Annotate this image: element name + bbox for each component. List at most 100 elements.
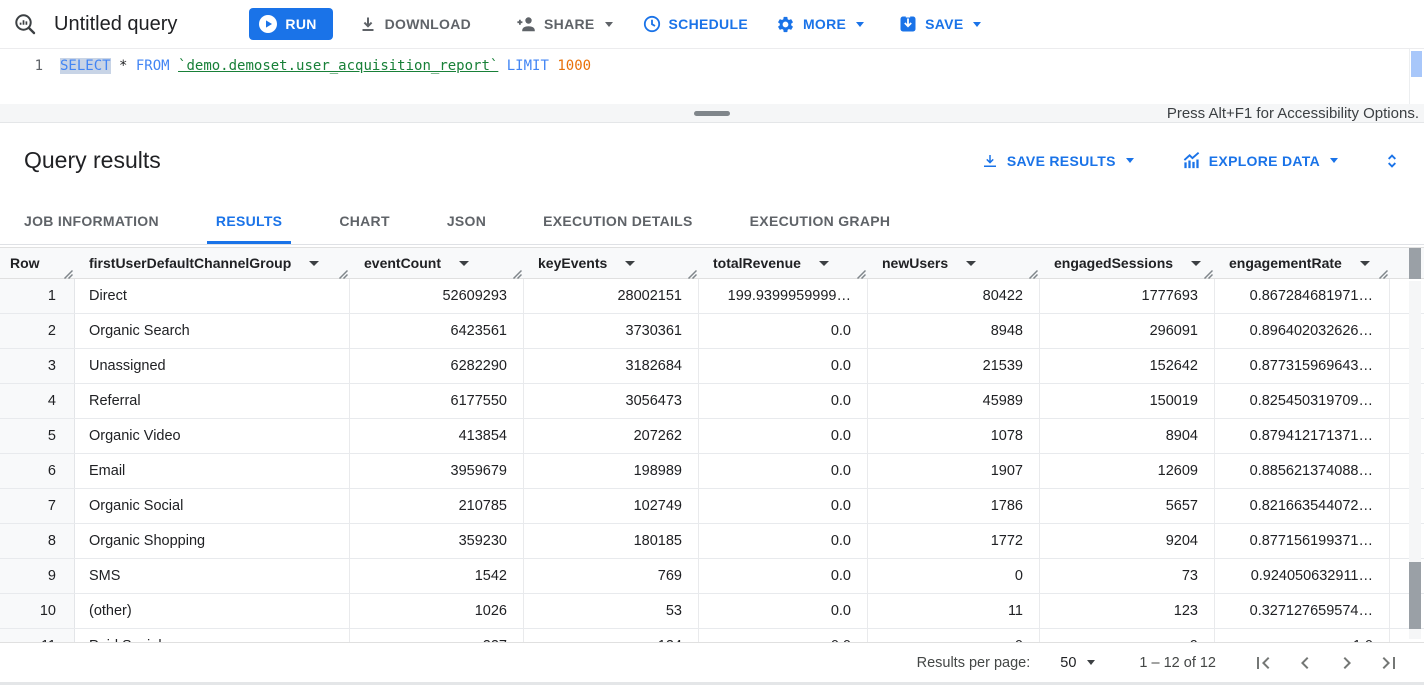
splitter-drag-handle[interactable] [694, 111, 730, 116]
table-cell: 1026 [350, 594, 524, 628]
sql-table-reference[interactable]: `demo.demoset.user_acquisition_report` [178, 58, 499, 74]
run-button-label: RUN [285, 16, 317, 32]
download-button[interactable]: DOWNLOAD [359, 15, 471, 33]
schedule-button[interactable]: SCHEDULE [643, 15, 748, 33]
column-resize-handle[interactable] [856, 266, 867, 280]
table-cell: 9204 [1040, 524, 1215, 558]
table-cell: 0.0 [699, 629, 868, 642]
table-cell: Organic Video [75, 419, 350, 453]
tab-chart[interactable]: CHART [339, 213, 390, 229]
save-button[interactable]: SAVE [899, 15, 982, 33]
table-scrollbar-track[interactable] [1409, 281, 1421, 639]
column-resize-handle[interactable] [512, 266, 523, 280]
table-cell: 1907 [868, 454, 1040, 488]
table-cell: 0.877156199371… [1215, 524, 1390, 558]
results-table: Row firstUserDefaultChannelGroup eventCoun… [0, 247, 1424, 642]
table-cell: 11 [868, 594, 1040, 628]
table-row: 7 Organic Social 210785 102749 0.0 1786 5657 0.… [0, 489, 1424, 524]
column-resize-handle[interactable] [338, 266, 349, 280]
table-cell: Organic Search [75, 314, 350, 348]
explore-data-button[interactable]: EXPLORE DATA [1182, 151, 1338, 170]
sort-caret-icon[interactable] [1359, 260, 1370, 266]
column-label: totalRevenue [713, 255, 801, 271]
table-scrollbar-thumb[interactable] [1409, 562, 1421, 629]
column-header-keyEvents[interactable]: keyEvents [524, 248, 699, 280]
sort-caret-icon[interactable] [309, 260, 320, 266]
sort-caret-icon[interactable] [818, 260, 829, 266]
table-cell: 73 [1040, 559, 1215, 593]
table-cell: (other) [75, 594, 350, 628]
sql-code-line[interactable]: SELECT * FROM `demo.demoset.user_acquisi… [60, 49, 591, 104]
table-cell: 0.0 [699, 594, 868, 628]
table-cell: 11 [0, 629, 75, 642]
column-resize-handle[interactable] [63, 266, 74, 280]
column-header-firstUserDefaultChannelGroup[interactable]: firstUserDefaultChannelGroup [75, 248, 350, 280]
editor-scrollbar-track[interactable] [1409, 49, 1424, 104]
column-header-Row: Row [0, 248, 75, 280]
column-label: Row [10, 255, 40, 271]
table-row: 8 Organic Shopping 359230 180185 0.0 1772 9204… [0, 524, 1424, 559]
table-cell: 0.0 [699, 349, 868, 383]
column-resize-handle[interactable] [687, 266, 698, 280]
chevron-left-icon [1301, 656, 1309, 669]
sort-caret-icon[interactable] [625, 260, 636, 266]
sort-caret-icon[interactable] [966, 260, 977, 266]
next-page-button[interactable] [1326, 645, 1368, 681]
download-button-label: DOWNLOAD [384, 16, 472, 32]
table-cell: 5657 [1040, 489, 1215, 523]
first-page-icon [1257, 656, 1270, 669]
table-cell: 8 [0, 524, 75, 558]
column-resize-handle[interactable] [1028, 266, 1039, 280]
column-label: engagementRate [1229, 255, 1342, 271]
save-results-button[interactable]: SAVE RESULTS [981, 152, 1134, 170]
editor-scrollbar-thumb[interactable] [1411, 51, 1422, 77]
column-header-engagementRate[interactable]: engagementRate [1215, 248, 1390, 280]
table-cell: Organic Social [75, 489, 350, 523]
chevron-right-icon [1343, 656, 1351, 669]
table-cell: 359230 [350, 524, 524, 558]
table-cell: 180185 [524, 524, 699, 558]
table-cell: 199.9399959999… [699, 279, 868, 313]
table-cell: 0.0 [699, 419, 868, 453]
table-cell: 198989 [524, 454, 699, 488]
tab-execution-details[interactable]: EXECUTION DETAILS [543, 213, 693, 229]
table-row: 10 (other) 1026 53 0.0 11 123 0.327127659574… [0, 594, 1424, 629]
tab-json[interactable]: JSON [446, 213, 487, 229]
run-button[interactable]: RUN [249, 8, 333, 40]
sql-keyword-limit: LIMIT [498, 58, 558, 74]
column-header-totalRevenue[interactable]: totalRevenue [699, 248, 868, 280]
table-cell: 1 [0, 279, 75, 313]
query-results-title: Query results [24, 147, 161, 173]
column-header-newUsers[interactable]: newUsers [868, 248, 1040, 280]
save-icon [899, 15, 917, 33]
column-resize-handle[interactable] [1203, 266, 1214, 280]
previous-page-button[interactable] [1284, 645, 1326, 681]
sql-number-literal: 1000 [557, 58, 592, 74]
table-cell: 207262 [524, 419, 699, 453]
share-button[interactable]: SHARE [516, 14, 613, 34]
table-cell: 9 [1040, 629, 1215, 642]
column-resize-handle[interactable] [1378, 266, 1389, 280]
query-toolbar: Untitled query RUN DOWNLOAD SHARE SCHEDU… [0, 0, 1424, 48]
tab-job-information[interactable]: JOB INFORMATION [24, 213, 159, 229]
column-header-engagedSessions[interactable]: engagedSessions [1040, 248, 1215, 280]
sort-caret-icon[interactable] [1191, 260, 1202, 266]
column-label: newUsers [882, 255, 949, 271]
gear-icon [776, 15, 795, 34]
tab-execution-graph[interactable]: EXECUTION GRAPH [749, 213, 891, 229]
sort-caret-icon[interactable] [459, 260, 469, 266]
table-cell: Referral [75, 384, 350, 418]
tab-results[interactable]: RESULTS [206, 198, 292, 244]
page-size-select[interactable]: 50 [1060, 655, 1096, 671]
chevron-down-icon [1330, 158, 1338, 163]
more-button[interactable]: MORE [776, 15, 865, 34]
collapse-expand-button[interactable] [1382, 150, 1402, 172]
table-cell: 3182684 [524, 349, 699, 383]
column-header-eventCount[interactable]: eventCount [350, 248, 524, 280]
last-page-button[interactable] [1368, 645, 1410, 681]
table-row: 3 Unassigned 6282290 3182684 0.0 21539 152642 0… [0, 349, 1424, 384]
table-cell: 2 [0, 314, 75, 348]
first-page-button[interactable] [1242, 645, 1284, 681]
sql-editor[interactable]: 1 SELECT * FROM `demo.demoset.user_acqui… [0, 48, 1424, 104]
